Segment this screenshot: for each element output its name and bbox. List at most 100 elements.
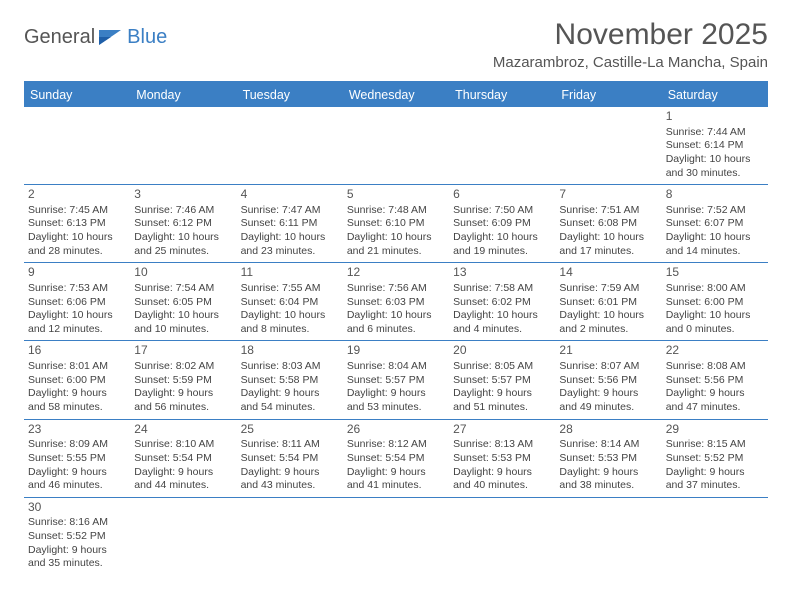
calendar-cell: 17Sunrise: 8:02 AMSunset: 5:59 PMDayligh… — [130, 341, 236, 418]
sunrise-text: Sunrise: 8:07 AM — [559, 360, 657, 374]
brand-part2: Blue — [127, 26, 167, 49]
day-number: 3 — [134, 187, 232, 203]
daylight-text: and 41 minutes. — [347, 479, 445, 493]
daylight-text: and 38 minutes. — [559, 479, 657, 493]
calendar-cell: 16Sunrise: 8:01 AMSunset: 6:00 PMDayligh… — [24, 341, 130, 418]
day-number: 26 — [347, 422, 445, 438]
sunrise-text: Sunrise: 8:04 AM — [347, 360, 445, 374]
sunrise-text: Sunrise: 7:59 AM — [559, 282, 657, 296]
calendar-cell: 20Sunrise: 8:05 AMSunset: 5:57 PMDayligh… — [449, 341, 555, 418]
sunset-text: Sunset: 6:10 PM — [347, 217, 445, 231]
daylight-text: and 37 minutes. — [666, 479, 764, 493]
daylight-text: and 17 minutes. — [559, 245, 657, 259]
calendar-cell: 30Sunrise: 8:16 AMSunset: 5:52 PMDayligh… — [24, 498, 130, 575]
sunrise-text: Sunrise: 8:09 AM — [28, 438, 126, 452]
calendar-cell-empty — [449, 107, 555, 184]
calendar-cell: 27Sunrise: 8:13 AMSunset: 5:53 PMDayligh… — [449, 420, 555, 497]
sunrise-text: Sunrise: 8:02 AM — [134, 360, 232, 374]
calendar-cell-empty — [343, 107, 449, 184]
day-number: 10 — [134, 265, 232, 281]
calendar-week: 30Sunrise: 8:16 AMSunset: 5:52 PMDayligh… — [24, 498, 768, 575]
daylight-text: and 21 minutes. — [347, 245, 445, 259]
day-number: 27 — [453, 422, 551, 438]
day-number: 21 — [559, 343, 657, 359]
sunset-text: Sunset: 6:06 PM — [28, 296, 126, 310]
daylight-text: and 4 minutes. — [453, 323, 551, 337]
sunset-text: Sunset: 6:12 PM — [134, 217, 232, 231]
sunrise-text: Sunrise: 7:56 AM — [347, 282, 445, 296]
calendar-week: 16Sunrise: 8:01 AMSunset: 6:00 PMDayligh… — [24, 341, 768, 419]
daylight-text: Daylight: 10 hours — [666, 153, 764, 167]
sunrise-text: Sunrise: 7:47 AM — [241, 204, 339, 218]
sunrise-text: Sunrise: 8:08 AM — [666, 360, 764, 374]
sunrise-text: Sunrise: 8:01 AM — [28, 360, 126, 374]
day-number: 23 — [28, 422, 126, 438]
page-title: November 2025 — [493, 18, 768, 52]
calendar-week: 2Sunrise: 7:45 AMSunset: 6:13 PMDaylight… — [24, 185, 768, 263]
calendar-cell: 23Sunrise: 8:09 AMSunset: 5:55 PMDayligh… — [24, 420, 130, 497]
day-number: 14 — [559, 265, 657, 281]
calendar-cell: 1Sunrise: 7:44 AMSunset: 6:14 PMDaylight… — [662, 107, 768, 184]
sunset-text: Sunset: 5:55 PM — [28, 452, 126, 466]
daylight-text: and 53 minutes. — [347, 401, 445, 415]
page-subtitle: Mazarambroz, Castille-La Mancha, Spain — [493, 54, 768, 71]
calendar-week: 1Sunrise: 7:44 AMSunset: 6:14 PMDaylight… — [24, 107, 768, 185]
sunset-text: Sunset: 6:03 PM — [347, 296, 445, 310]
daylight-text: and 14 minutes. — [666, 245, 764, 259]
day-number: 28 — [559, 422, 657, 438]
sunset-text: Sunset: 5:52 PM — [666, 452, 764, 466]
sunset-text: Sunset: 6:02 PM — [453, 296, 551, 310]
day-number: 19 — [347, 343, 445, 359]
sunset-text: Sunset: 6:13 PM — [28, 217, 126, 231]
daylight-text: Daylight: 10 hours — [559, 309, 657, 323]
day-number: 4 — [241, 187, 339, 203]
sunset-text: Sunset: 5:58 PM — [241, 374, 339, 388]
day-number: 16 — [28, 343, 126, 359]
calendar-cell: 18Sunrise: 8:03 AMSunset: 5:58 PMDayligh… — [237, 341, 343, 418]
daylight-text: Daylight: 9 hours — [559, 466, 657, 480]
calendar-dayhead-row: SundayMondayTuesdayWednesdayThursdayFrid… — [24, 83, 768, 107]
calendar-cell: 28Sunrise: 8:14 AMSunset: 5:53 PMDayligh… — [555, 420, 661, 497]
daylight-text: and 35 minutes. — [28, 557, 126, 571]
calendar-cell: 21Sunrise: 8:07 AMSunset: 5:56 PMDayligh… — [555, 341, 661, 418]
daylight-text: and 54 minutes. — [241, 401, 339, 415]
brand-logo: General Blue — [24, 26, 167, 49]
sunset-text: Sunset: 6:11 PM — [241, 217, 339, 231]
daylight-text: Daylight: 9 hours — [666, 387, 764, 401]
daylight-text: Daylight: 10 hours — [241, 231, 339, 245]
sunset-text: Sunset: 5:54 PM — [347, 452, 445, 466]
sunset-text: Sunset: 5:54 PM — [241, 452, 339, 466]
dayhead-sunday: Sunday — [24, 83, 130, 107]
calendar-cell: 9Sunrise: 7:53 AMSunset: 6:06 PMDaylight… — [24, 263, 130, 340]
daylight-text: Daylight: 9 hours — [559, 387, 657, 401]
sunset-text: Sunset: 6:04 PM — [241, 296, 339, 310]
dayhead-friday: Friday — [555, 83, 661, 107]
daylight-text: Daylight: 10 hours — [666, 231, 764, 245]
calendar-cell: 6Sunrise: 7:50 AMSunset: 6:09 PMDaylight… — [449, 185, 555, 262]
daylight-text: and 56 minutes. — [134, 401, 232, 415]
daylight-text: Daylight: 9 hours — [666, 466, 764, 480]
sunrise-text: Sunrise: 7:54 AM — [134, 282, 232, 296]
daylight-text: Daylight: 10 hours — [559, 231, 657, 245]
daylight-text: and 58 minutes. — [28, 401, 126, 415]
day-number: 9 — [28, 265, 126, 281]
day-number: 1 — [666, 109, 764, 125]
daylight-text: Daylight: 10 hours — [134, 231, 232, 245]
daylight-text: and 10 minutes. — [134, 323, 232, 337]
sunset-text: Sunset: 5:53 PM — [559, 452, 657, 466]
calendar-cell-empty — [130, 107, 236, 184]
sunrise-text: Sunrise: 7:55 AM — [241, 282, 339, 296]
day-number: 30 — [28, 500, 126, 516]
sunset-text: Sunset: 6:05 PM — [134, 296, 232, 310]
calendar-cell: 22Sunrise: 8:08 AMSunset: 5:56 PMDayligh… — [662, 341, 768, 418]
daylight-text: and 47 minutes. — [666, 401, 764, 415]
daylight-text: and 25 minutes. — [134, 245, 232, 259]
dayhead-tuesday: Tuesday — [237, 83, 343, 107]
sunset-text: Sunset: 5:56 PM — [559, 374, 657, 388]
daylight-text: and 0 minutes. — [666, 323, 764, 337]
sunset-text: Sunset: 5:56 PM — [666, 374, 764, 388]
daylight-text: Daylight: 10 hours — [453, 231, 551, 245]
daylight-text: Daylight: 9 hours — [453, 466, 551, 480]
daylight-text: Daylight: 10 hours — [347, 231, 445, 245]
day-number: 20 — [453, 343, 551, 359]
